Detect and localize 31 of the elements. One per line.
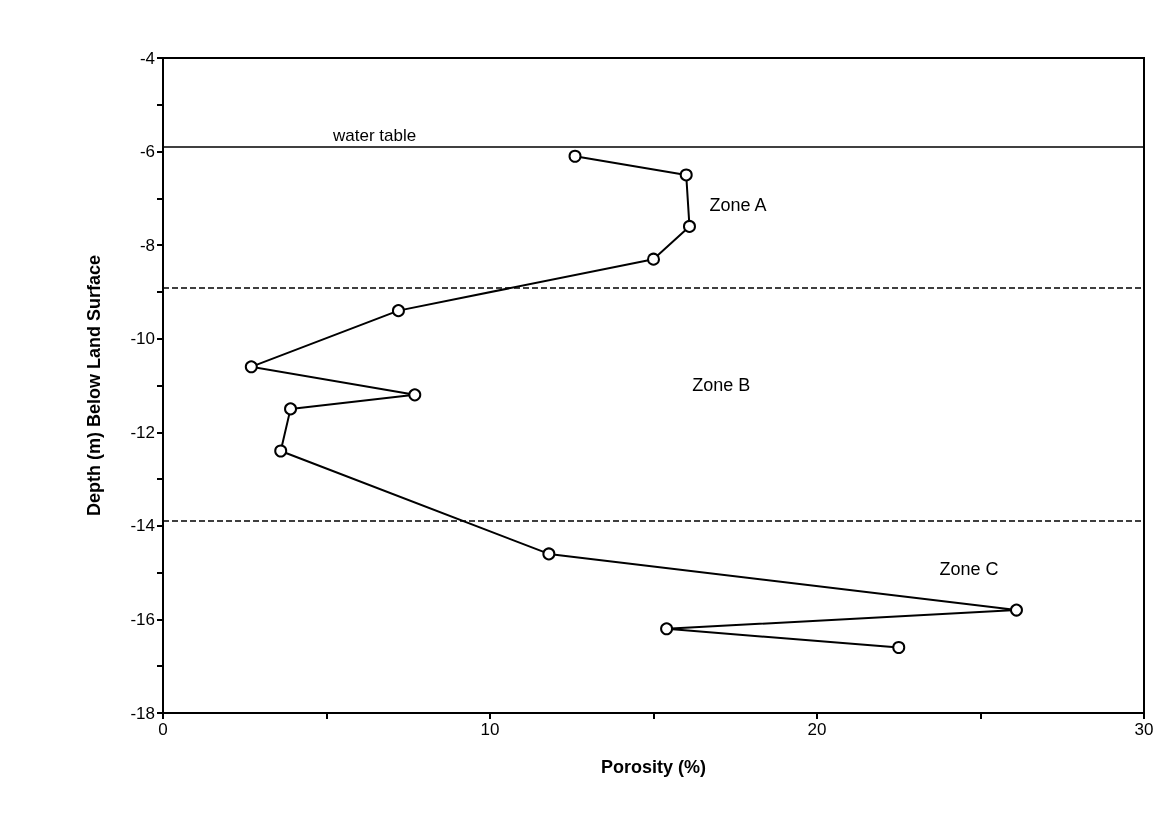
y-tick-label: -12 [130,422,155,442]
ref-line-label: water table [332,125,417,145]
annotation: Zone C [939,559,999,579]
x-tick-label: 10 [480,720,500,739]
point [244,360,258,374]
y-axis-title: Depth (m) Below Land Surface [84,254,104,517]
point [892,641,906,654]
point [647,252,660,266]
x-axis-title: Porosity (%) [600,757,707,777]
point [391,304,405,318]
y-tick-label: -8 [139,235,155,255]
y-tick-label: -4 [139,48,155,68]
y-tick-label: -18 [130,703,155,723]
point [1009,603,1023,617]
point [408,388,422,402]
x-tick-label: 20 [807,720,827,739]
y-tick-label: -6 [139,142,155,162]
point [284,402,298,416]
annotation: Zone B [692,375,751,395]
annotation: Zone A [709,195,767,215]
point [568,149,582,163]
y-tick-label: -10 [130,329,155,349]
point [679,168,693,182]
y-tick-label: -16 [130,609,155,629]
point [660,622,674,636]
point [542,547,556,561]
point [274,444,288,458]
x-tick-label: 30 [1134,720,1154,739]
y-tick-label: -14 [130,516,155,536]
point [682,219,696,233]
x-tick-label: 0 [158,720,168,739]
